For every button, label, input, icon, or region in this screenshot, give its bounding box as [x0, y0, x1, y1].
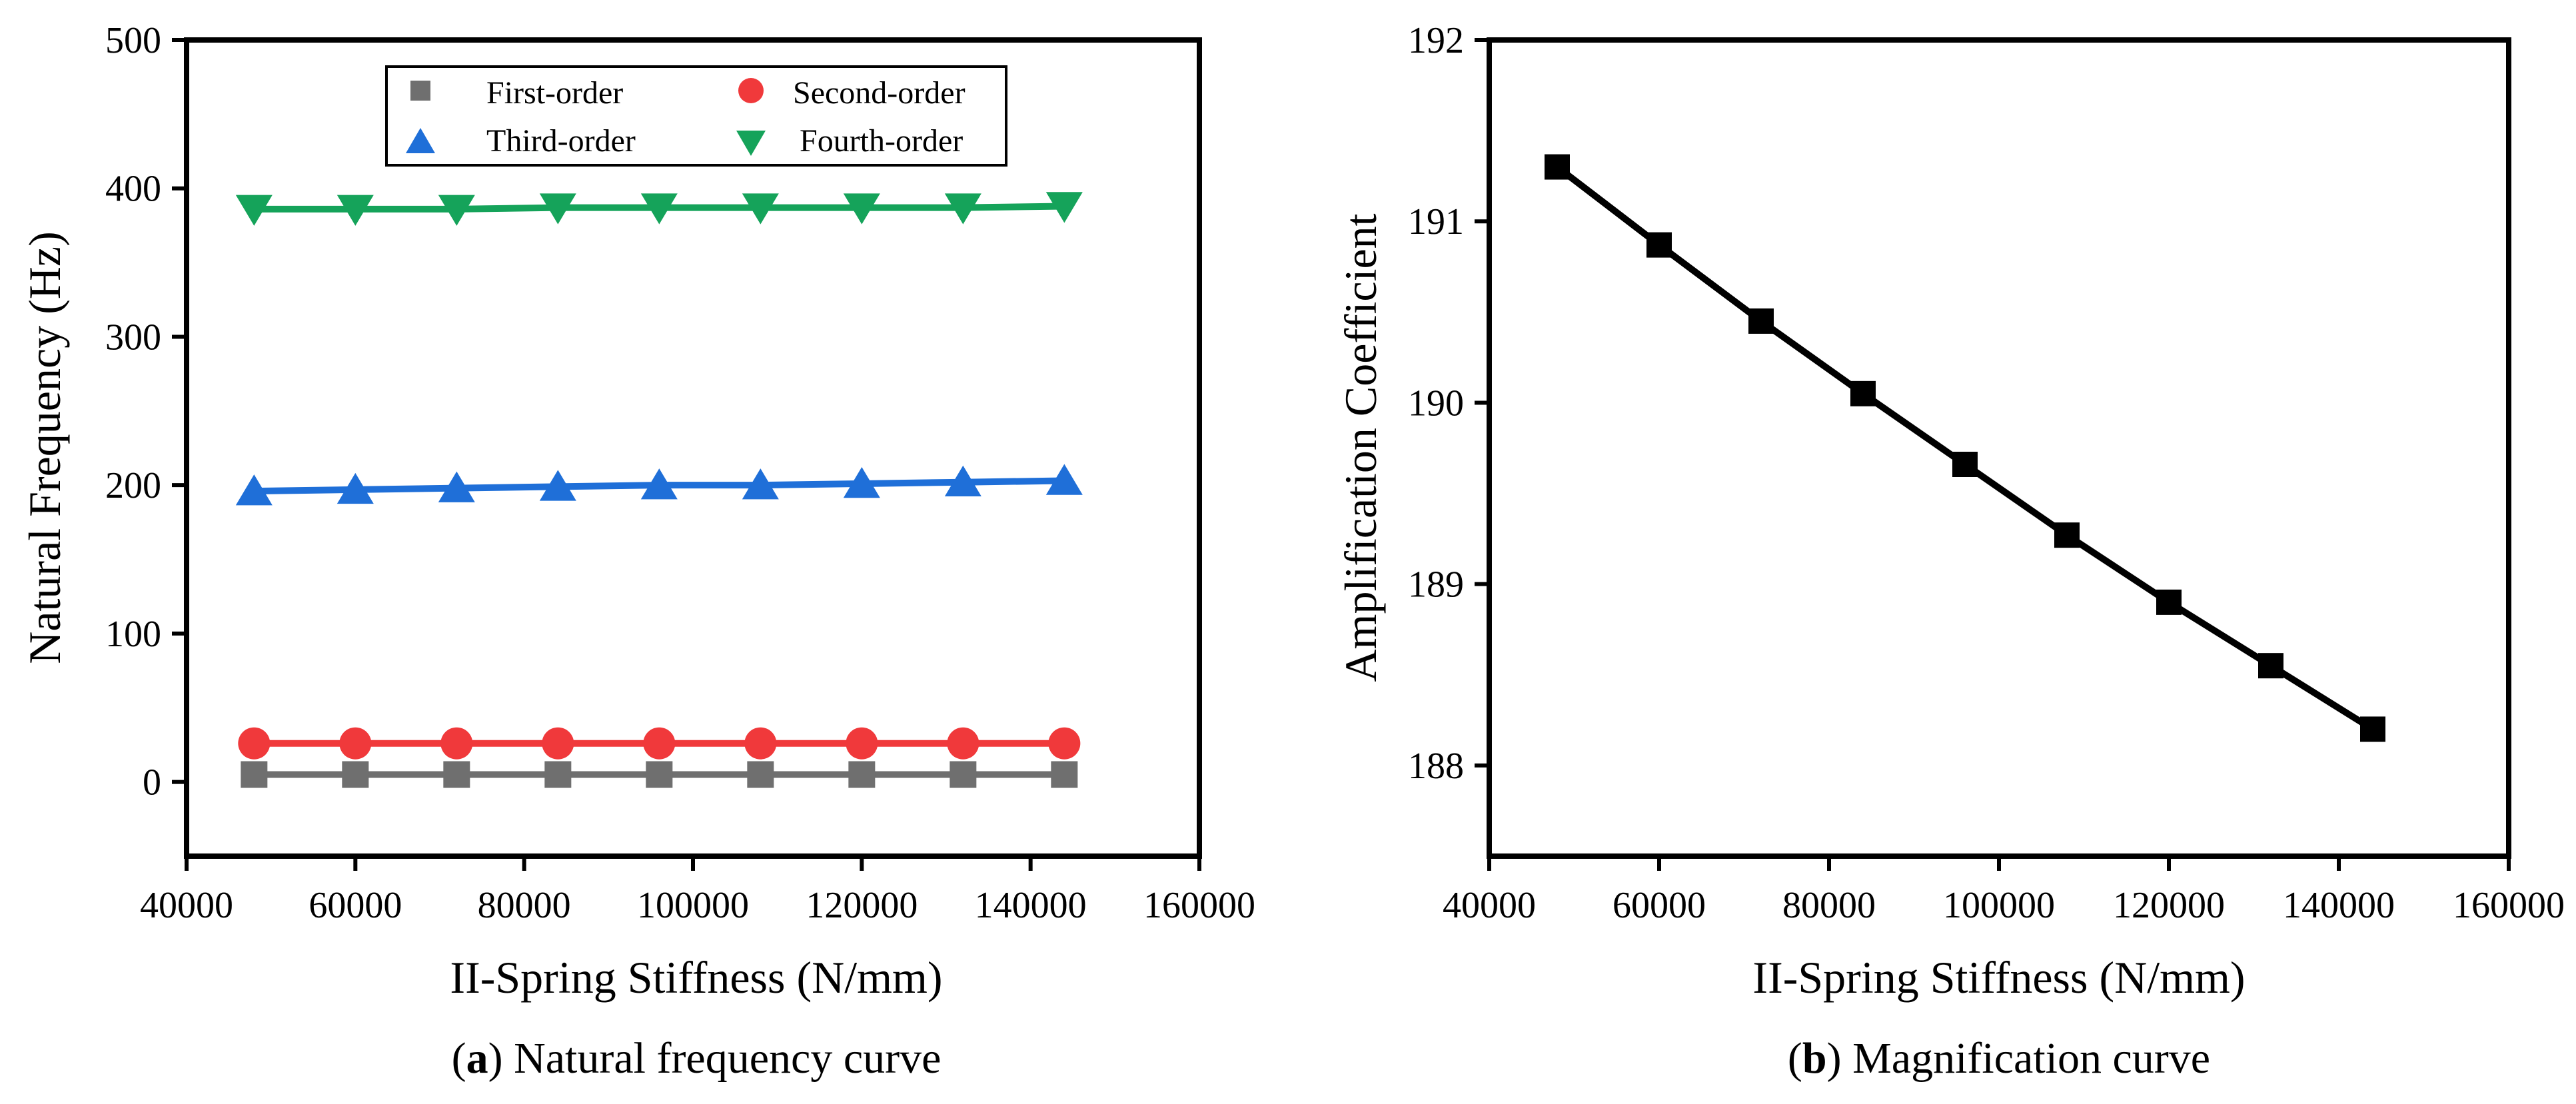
x-tick-label: 140000 — [2283, 885, 2395, 926]
fourth-order-point — [640, 193, 678, 225]
legend-first-order-label: First-order — [486, 75, 623, 111]
panel-a-x-ticks: 40000 60000 80000 100000 120000 140000 160000 — [140, 856, 1255, 926]
second-order-point — [238, 727, 271, 760]
series-0-point — [1545, 154, 1570, 180]
series-0-point — [1952, 452, 1978, 477]
panel-b-y-axis-title: Amplification Coefficient — [1335, 213, 1386, 682]
x-tick-label: 100000 — [1943, 885, 2055, 926]
first-order-point — [544, 761, 572, 788]
y-tick-label: 188 — [1408, 746, 1464, 787]
third-order-point — [1045, 464, 1083, 495]
third-order-point — [640, 468, 678, 500]
legend-first-order-square-icon — [410, 81, 430, 101]
x-tick-label: 80000 — [478, 885, 571, 926]
third-order-point — [843, 466, 880, 498]
legend-fourth-order-triangle-down-icon — [736, 131, 766, 156]
fourth-order-point — [235, 195, 273, 226]
x-tick-label: 40000 — [1443, 885, 1536, 926]
second-order-point — [744, 727, 777, 760]
fourth-order-point — [843, 193, 880, 225]
y-tick-label: 500 — [105, 20, 161, 61]
first-order-point — [443, 761, 470, 788]
legend-second-order-circle-icon — [738, 78, 764, 103]
panel-b-plot-frame — [1487, 37, 2511, 859]
x-tick-label: 40000 — [140, 885, 233, 926]
x-tick-label: 120000 — [806, 885, 918, 926]
panel-b-x-axis-title: II-Spring Stiffness (N/mm) — [1752, 952, 2245, 1003]
third-order-point — [438, 471, 475, 502]
y-tick-label: 200 — [105, 465, 161, 506]
first-order-point — [848, 761, 876, 788]
fourth-order-point — [1045, 192, 1083, 223]
fourth-order-point — [438, 195, 475, 226]
panel-b-magnification: 40000 60000 80000 100000 120000 140000 160000 … — [1335, 20, 2565, 1083]
series-0-point — [2156, 589, 2182, 615]
panel-b-caption: (b) Magnification curve — [1788, 1034, 2210, 1083]
series-0-point — [2054, 522, 2080, 548]
third-order-point — [742, 468, 779, 500]
panel-a-series — [235, 192, 1083, 788]
third-order-point — [944, 465, 981, 496]
x-tick-label: 160000 — [1143, 885, 1255, 926]
legend-third-order-label: Third-order — [486, 123, 636, 159]
second-order-point — [643, 727, 676, 760]
x-tick-label: 140000 — [975, 885, 1087, 926]
legend-fourth-order-label: Fourth-order — [800, 123, 963, 159]
panel-a-y-axis-title: Natural Frequency (Hz) — [19, 231, 70, 664]
y-tick-label: 192 — [1408, 20, 1464, 61]
third-order-point — [336, 472, 374, 504]
y-tick-label: 190 — [1408, 382, 1464, 424]
fourth-order-point — [742, 193, 779, 225]
panel-b-x-ticks: 40000 60000 80000 100000 120000 140000 160000 — [1443, 856, 2565, 926]
x-tick-label: 80000 — [1782, 885, 1876, 926]
second-order-point — [542, 727, 574, 760]
panel-b-series — [1545, 154, 2385, 742]
panel-b-y-ticks: 188 189 190 191 192 — [1408, 20, 1489, 787]
first-order-point — [241, 761, 268, 788]
legend-box — [385, 65, 1007, 167]
first-order-point — [1051, 761, 1078, 788]
second-order-point — [1048, 727, 1081, 760]
second-order-point — [440, 727, 473, 760]
third-order-point — [539, 470, 576, 501]
series-0-point — [2258, 653, 2283, 679]
x-tick-label: 160000 — [2453, 885, 2565, 926]
x-tick-label: 60000 — [1612, 885, 1706, 926]
panel-a-x-axis-title: II-Spring Stiffness (N/mm) — [450, 952, 942, 1003]
fourth-order-point — [336, 195, 374, 226]
legend-second-order-label: Second-order — [793, 75, 966, 111]
second-order-point — [339, 727, 372, 760]
fourth-order-point — [944, 193, 981, 225]
series-0-line — [1555, 164, 2375, 732]
second-order-point — [947, 727, 979, 760]
legend-third-order-triangle-up-icon — [406, 128, 435, 153]
first-order-point — [342, 761, 369, 788]
series-0-point — [1646, 232, 1672, 258]
y-tick-label: 191 — [1408, 201, 1464, 243]
y-tick-label: 189 — [1408, 564, 1464, 606]
second-order-point — [846, 727, 878, 760]
y-tick-label: 300 — [105, 316, 161, 358]
x-tick-label: 60000 — [309, 885, 402, 926]
third-order-point — [235, 474, 273, 506]
first-order-point — [646, 761, 673, 788]
x-tick-label: 120000 — [2113, 885, 2225, 926]
first-order-point — [747, 761, 774, 788]
panel-a-legend: First-order Second-order Third-order Fou… — [385, 65, 1007, 167]
fourth-order-point — [539, 193, 576, 225]
x-tick-label: 100000 — [637, 885, 749, 926]
panel-a-y-ticks: 0 100 200 300 400 500 — [105, 20, 187, 804]
panel-a-caption: (a) Natural frequency curve — [452, 1034, 942, 1083]
first-order-point — [950, 761, 977, 788]
series-0-point — [2360, 716, 2385, 742]
series-0-point — [1850, 380, 1876, 406]
y-tick-label: 100 — [105, 614, 161, 655]
panel-a-natural-frequency: 40000 60000 80000 100000 120000 140000 160000 … — [19, 20, 1255, 1083]
y-tick-label: 400 — [105, 169, 161, 210]
y-tick-label: 0 — [143, 762, 161, 804]
series-0-point — [1748, 308, 1774, 334]
